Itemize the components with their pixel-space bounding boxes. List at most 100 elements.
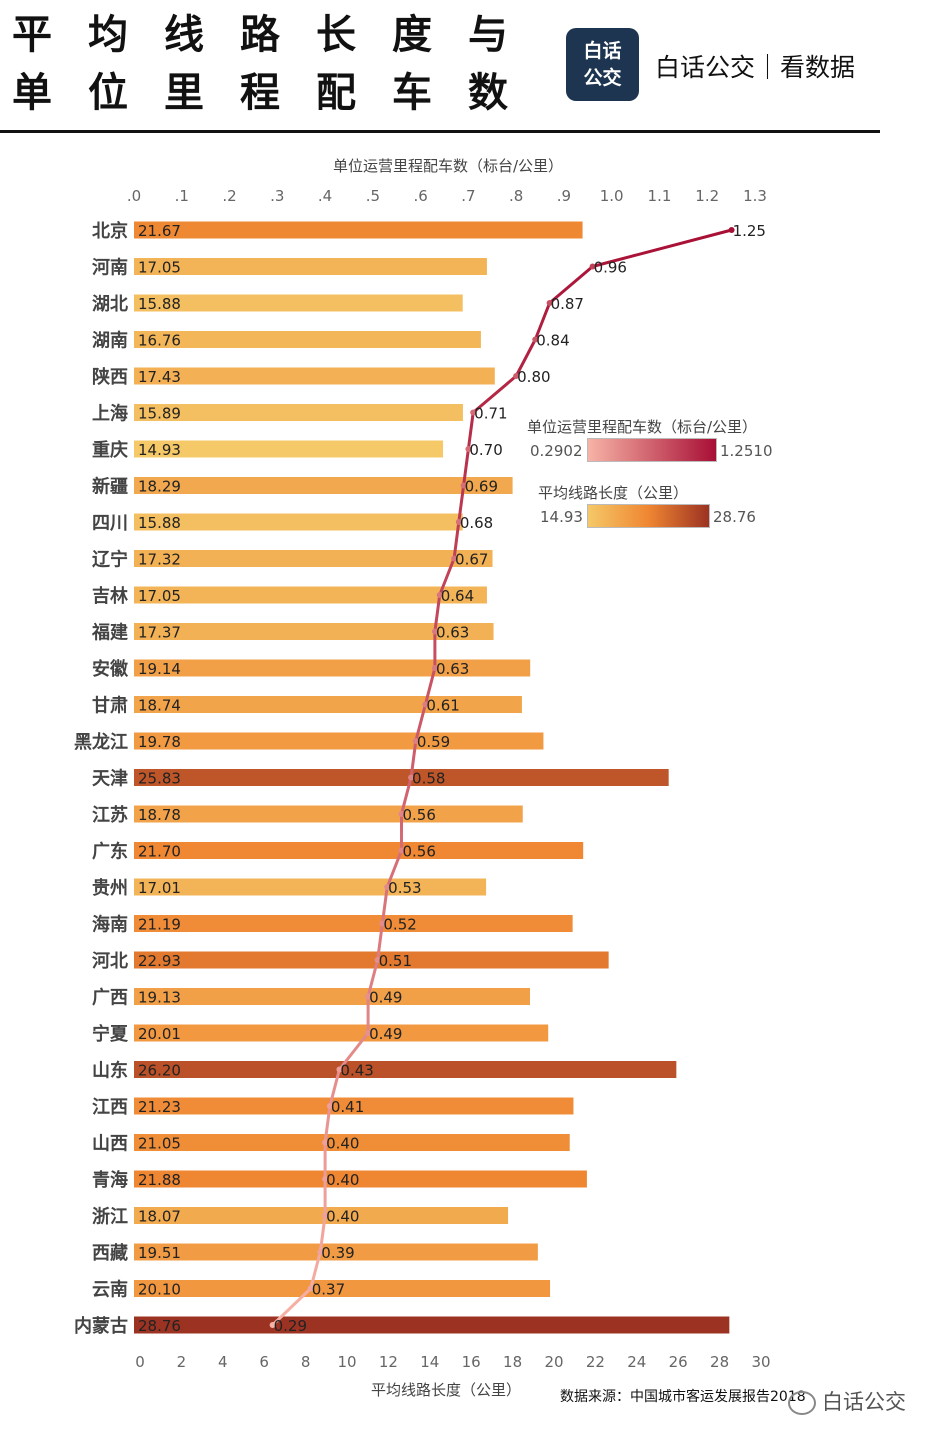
line-point [398,847,405,854]
line-point [412,738,419,744]
category-label: 广西 [92,987,128,1009]
line-point [365,1030,372,1036]
bar [134,732,544,750]
legend-length-title: 平均线路长度（公里） [538,484,689,502]
line-label: 0.52 [383,916,416,934]
bar [134,915,573,932]
bar-label: 25.83 [138,770,181,788]
bar-label: 19.51 [138,1244,181,1262]
top-axis-tick: .8 [509,187,523,205]
bar [134,1207,509,1224]
page-title-line-1: 平均线路长度与 [12,12,544,58]
category-label: 山西 [92,1134,128,1155]
line-point [436,592,443,598]
bar [134,623,494,640]
line-point [384,884,391,890]
bar [134,1097,574,1115]
category-label: 山东 [92,1060,128,1082]
line-label: 1.25 [733,222,766,240]
line-point [379,920,386,927]
brand-logo: 白话 公交 [566,28,639,101]
category-label: 河南 [92,257,128,279]
bottom-axis-tick: 24 [627,1353,646,1371]
line-label: 0.84 [536,332,569,350]
bottom-axis-tick: 18 [503,1353,522,1371]
category-label: 青海 [92,1169,128,1191]
top-axis-tick: 1.2 [695,187,719,205]
bottom-axis-tick: 22 [586,1353,605,1371]
category-label: 云南 [92,1279,128,1301]
bottom-axis-tick: 28 [710,1353,729,1371]
bar-series: 21.67 17.05 15.88 16.76 17.43 15.89 14.93 18.29… [134,221,730,1335]
category-label: 上海 [92,403,128,425]
top-axis-tick: .7 [461,187,475,205]
line-label: 0.68 [460,514,493,532]
bar-label: 19.78 [138,733,181,751]
category-label: 北京 [92,220,128,242]
top-axis-tick: 1.3 [743,187,767,205]
top-axis-tick: .0 [127,187,141,205]
line-label: 0.39 [321,1244,354,1262]
bar [134,659,531,677]
category-label: 广东 [92,841,128,863]
category-label: 河北 [92,951,128,972]
bar-label: 18.74 [138,697,181,715]
bar-label: 17.01 [138,879,181,897]
category-label: 甘肃 [92,695,128,717]
line-label: 0.40 [326,1171,359,1189]
category-labels: 北京河南湖北湖南陕西上海重庆新疆四川辽宁吉林福建安徽甘肃黑龙江天津江苏广东贵州海… [74,220,129,1337]
data-source: 数据来源：中国城市客运发展报告2018 [560,1389,806,1405]
legend-length-min: 14.93 [540,508,583,526]
bar [134,513,463,531]
line-point [322,1139,329,1146]
line-point [307,1285,314,1292]
line-point [460,482,467,489]
line-label: 0.51 [379,952,412,970]
brand-logo-line-1: 白话 [583,40,622,62]
category-label: 内蒙古 [74,1315,128,1337]
bar-label: 15.88 [138,295,181,313]
line-point [408,774,415,781]
top-axis-tick: .6 [413,187,427,205]
category-label: 贵州 [92,878,128,899]
bar [134,1134,570,1151]
top-axis-tick: .5 [366,187,380,205]
bottom-axis-tick: 10 [337,1353,356,1371]
bar-label: 21.23 [138,1098,181,1116]
line-label: 0.69 [465,478,498,496]
category-label: 新疆 [92,476,128,498]
line-label: 0.40 [326,1208,359,1226]
line-label: 0.96 [594,259,627,277]
top-axis-tick: .3 [270,187,284,205]
line-point [322,1176,329,1182]
top-axis-tick: .9 [557,187,571,205]
watermark-text: 白话公交 [822,1390,906,1414]
bar-label: 17.05 [138,259,181,277]
line-label: 0.87 [551,295,584,313]
bottom-axis-tick: 4 [218,1353,228,1371]
category-label: 辽宁 [92,549,128,571]
bottom-axis-tick: 20 [544,1353,563,1371]
top-axis-tick: 1.0 [600,187,624,205]
bar-label: 28.76 [138,1317,181,1335]
bar-label: 20.10 [138,1281,181,1299]
line-point [269,1322,276,1328]
bar [134,550,493,567]
line-point [322,1212,329,1219]
category-label: 安徽 [92,658,129,680]
bar [134,1243,538,1261]
wechat-icon [788,1391,816,1415]
line-label: 0.37 [312,1281,345,1299]
bottom-axis-tick: 30 [751,1353,770,1371]
bottom-axis-title: 平均线路长度（公里） [371,1381,521,1399]
top-axis: 单位运营里程配车数（标台/公里） .0 .1 .2 .3 .4 .5 .6 .7 .8 .9 1.0 1… [127,157,767,205]
bar-label: 21.19 [138,916,181,934]
top-axis-tick: .4 [318,187,332,205]
line-label: 0.43 [340,1062,373,1080]
category-label: 海南 [92,914,128,936]
bottom-axis-tick: 26 [669,1353,688,1371]
bar [134,294,463,312]
bar-label: 15.88 [138,514,181,532]
category-label: 陕西 [92,366,128,388]
